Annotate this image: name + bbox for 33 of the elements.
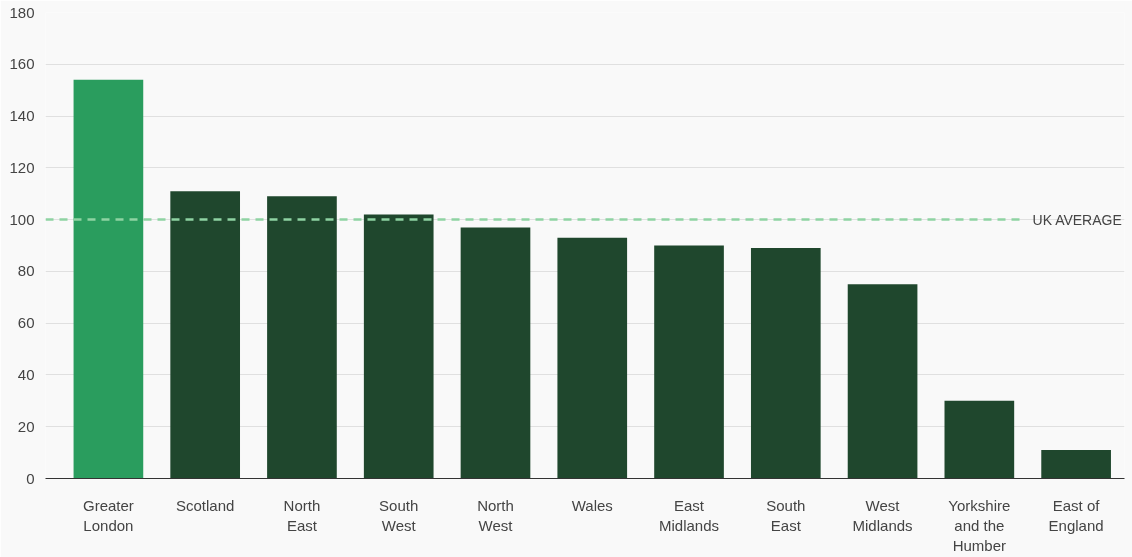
bar [73,79,144,479]
bar [363,214,434,479]
x-tick-label: Wales [571,496,613,514]
bar [557,237,628,479]
y-tick-label: 100 [9,210,35,228]
x-tick-label: East Midlands [659,496,720,534]
y-tick-label: 180 [9,3,35,21]
x-tick-label: West Midlands [852,496,913,534]
x-tick-label: North West [477,496,514,534]
x-tick-label: North East [283,496,321,534]
x-tick-label: Yorkshire and the Humber [948,496,1011,555]
bar [1041,450,1111,479]
x-tick-label: Scotland [175,496,235,514]
y-tick-label: 140 [9,107,35,125]
x-tick-label: Greater London [82,496,134,534]
x-tick-label: South East [766,496,806,534]
y-tick-label: 0 [26,469,35,487]
ref-line-label: UK AVERAGE [1032,211,1122,228]
bar [267,196,337,479]
y-tick-label: 40 [17,365,35,383]
bar [170,191,241,479]
bar [460,227,531,479]
y-tick-label: 60 [17,314,35,332]
y-tick-label: 80 [17,262,35,280]
x-tick-label: East of England [1048,496,1104,534]
bar [944,400,1015,479]
y-tick-label: 160 [9,55,35,73]
bar [750,248,821,479]
x-tick-label: South West [379,496,419,534]
y-tick-label: 20 [17,417,35,435]
y-tick-label: 120 [9,158,35,176]
bar [654,245,724,479]
bar [847,284,918,479]
